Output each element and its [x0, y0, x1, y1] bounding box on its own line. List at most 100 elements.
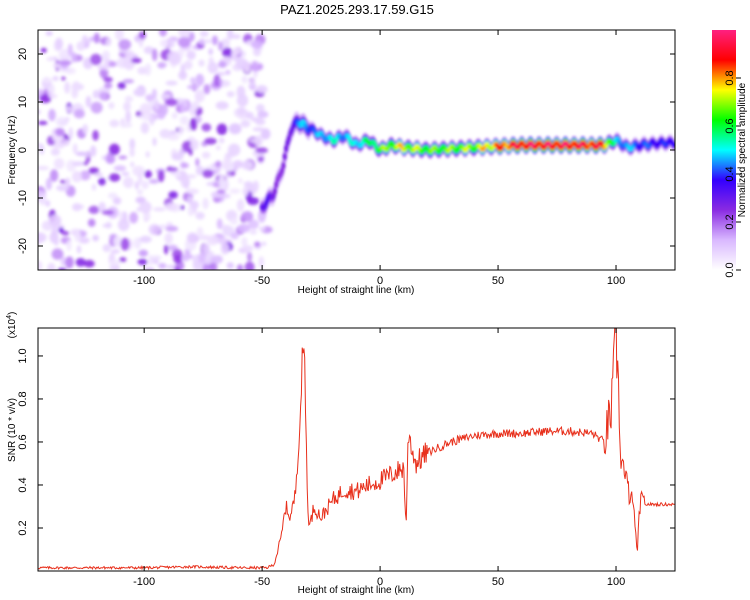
noise-blob	[64, 81, 71, 94]
noise-blob	[163, 244, 169, 255]
noise-blob	[90, 101, 103, 114]
ridge-segment	[279, 167, 285, 175]
noise-blob	[72, 81, 81, 92]
noise-blob	[236, 198, 245, 212]
noise-blob	[71, 203, 82, 212]
noise-blob	[78, 237, 90, 244]
noise-blob	[151, 255, 162, 260]
noise-blob	[45, 31, 53, 36]
spectrogram-y-tick-label: 0	[17, 147, 29, 153]
noise-blob	[186, 50, 196, 60]
noise-blob	[258, 226, 266, 232]
noise-blob	[242, 187, 249, 196]
ridge-segment	[280, 162, 286, 170]
noise-blob	[204, 257, 212, 266]
noise-blob	[165, 167, 179, 172]
noise-blob	[201, 123, 212, 132]
noise-blob	[202, 169, 214, 178]
noise-blob	[137, 189, 143, 195]
noise-blob	[179, 102, 186, 113]
noise-blob	[186, 174, 197, 179]
noise-blob	[159, 224, 166, 230]
noise-blob	[175, 171, 181, 177]
spectrogram-y-label: Frequency (Hz)	[7, 116, 18, 185]
noise-blob	[87, 218, 96, 227]
noise-blob	[103, 76, 113, 83]
noise-blob	[55, 127, 65, 137]
noise-blob	[195, 157, 200, 167]
noise-blob	[134, 181, 139, 190]
noise-blob	[188, 31, 195, 42]
noise-blob	[38, 166, 50, 171]
spectrogram-x-tick-label: 50	[492, 275, 504, 287]
noise-blob	[183, 60, 193, 70]
snr-x-label: Height of straight line (km)	[298, 585, 415, 596]
noise-blob	[202, 264, 210, 270]
snr-x-tick-label: 100	[607, 576, 625, 588]
noise-blob	[202, 197, 209, 210]
noise-blob	[232, 47, 242, 56]
noise-blob	[226, 91, 235, 98]
noise-blob	[248, 219, 259, 230]
snr-x-tick-label: -100	[133, 576, 155, 588]
noise-blob	[226, 173, 231, 178]
ridge-segment	[282, 153, 288, 161]
noise-blob	[73, 109, 85, 119]
noise-blob	[120, 237, 130, 251]
snr-x-tick-label: -50	[254, 576, 270, 588]
noise-blob	[143, 211, 151, 222]
noise-blob	[48, 94, 58, 99]
noise-blob	[123, 176, 134, 189]
noise-blob	[186, 188, 199, 195]
noise-blob	[198, 38, 206, 46]
noise-blob	[207, 61, 219, 74]
spectrogram-x-tick-label: -100	[133, 275, 155, 287]
noise-blob	[89, 36, 95, 42]
colorbar-tick-label: 0.4	[724, 166, 736, 181]
noise-blob	[60, 256, 67, 267]
noise-blob	[241, 237, 248, 247]
noise-blob	[83, 259, 95, 268]
noise-blob	[39, 194, 46, 206]
noise-blob	[38, 120, 48, 125]
noise-blob	[108, 260, 121, 266]
noise-blob	[255, 103, 265, 113]
noise-blob	[102, 223, 112, 228]
noise-blob	[215, 101, 229, 110]
noise-blob	[227, 143, 241, 157]
noise-blob	[53, 157, 65, 170]
noise-blob	[218, 61, 227, 68]
noise-blob	[120, 122, 133, 128]
noise-blob	[216, 218, 223, 230]
noise-blob	[256, 85, 268, 94]
spectrogram-noise-blobs	[38, 30, 273, 270]
noise-blob	[71, 161, 85, 167]
noise-blob	[180, 162, 189, 169]
snr-frame	[37, 327, 676, 572]
noise-blob	[113, 165, 127, 172]
noise-blob	[231, 34, 241, 39]
noise-blob	[79, 170, 91, 181]
noise-blob	[64, 116, 70, 122]
noise-blob	[159, 30, 167, 37]
noise-blob	[49, 83, 55, 95]
colorbar-tick-label: 0.2	[724, 214, 736, 229]
noise-blob	[195, 165, 204, 176]
noise-blob	[213, 74, 221, 87]
noise-blob	[90, 53, 102, 66]
noise-blob	[178, 30, 191, 38]
noise-blob	[208, 48, 214, 56]
colorbar-label: Normalized spectral amplitude	[737, 82, 748, 217]
noise-blob	[223, 156, 230, 170]
noise-blob	[130, 161, 135, 168]
noise-blob	[159, 39, 169, 48]
noise-blob	[164, 232, 173, 245]
noise-blob	[113, 235, 123, 248]
noise-blob	[196, 226, 204, 237]
noise-blob	[189, 117, 198, 131]
noise-blob	[72, 143, 78, 155]
noise-blob	[252, 127, 266, 132]
noise-blob	[90, 145, 97, 157]
noise-blob	[98, 91, 108, 101]
